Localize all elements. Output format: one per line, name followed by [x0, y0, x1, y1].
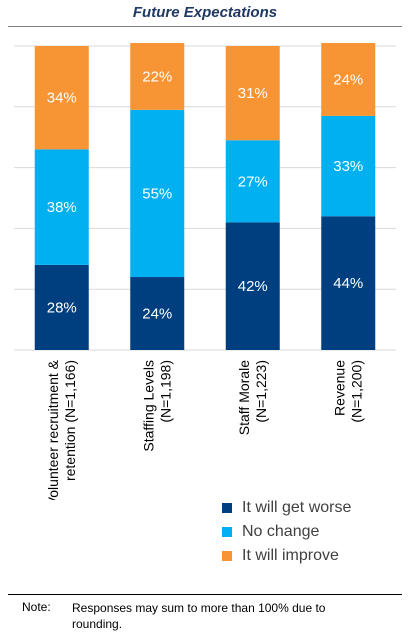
legend-item: It will improve — [222, 544, 351, 568]
data-label: 24% — [333, 71, 363, 88]
category-label: Staff Morale(N=1,223) — [236, 360, 269, 435]
bar-segment — [130, 109, 185, 278]
data-label: 28% — [47, 299, 77, 316]
legend-swatch — [222, 503, 232, 513]
stacked-bar-chart: 28% 38% 34% Volunteer recruitment &retentio… — [14, 42, 396, 500]
data-label: 44% — [333, 275, 363, 292]
legend-label: No change — [242, 523, 320, 540]
data-label: 34% — [47, 90, 77, 107]
legend-item: It will get worse — [222, 496, 351, 520]
bar-segment — [225, 222, 280, 350]
bar-segment — [321, 115, 376, 217]
title-divider — [8, 26, 402, 27]
bar-segment — [225, 46, 280, 141]
category-label: Revenue(N=1,200) — [331, 360, 364, 423]
data-label: 55% — [142, 185, 172, 202]
category-label: Staffing Levels(N=1,198) — [140, 360, 173, 452]
legend-label: It will improve — [242, 547, 339, 564]
bar-segment — [34, 46, 89, 150]
bar-segment — [130, 42, 185, 110]
data-label: 24% — [142, 306, 172, 323]
bar-segment — [225, 140, 280, 223]
data-label: 22% — [142, 68, 172, 85]
legend-item: No change — [222, 520, 351, 544]
data-label: 33% — [333, 158, 363, 175]
bar-segment — [34, 264, 89, 350]
data-label: 42% — [238, 278, 268, 295]
legend-label: It will get worse — [242, 499, 352, 516]
data-label: 27% — [238, 173, 268, 190]
bar-segment — [321, 42, 376, 116]
data-label: 31% — [238, 85, 268, 102]
bar-segment — [130, 277, 185, 350]
category-label: Volunteer recruitment &retention (N=1,16… — [45, 359, 78, 500]
note-label: Note: — [22, 600, 51, 614]
note-divider — [8, 594, 402, 595]
chart-title: Future Expectations — [132, 4, 278, 21]
note-text: Responses may sum to more than 100% due … — [72, 601, 326, 631]
chart-legend: It will get worse No change It will improv… — [222, 496, 351, 568]
bar-segment — [34, 149, 89, 265]
bar-segment — [321, 216, 376, 350]
legend-swatch — [222, 551, 232, 561]
data-label: 38% — [47, 199, 77, 216]
legend-swatch — [222, 527, 232, 537]
